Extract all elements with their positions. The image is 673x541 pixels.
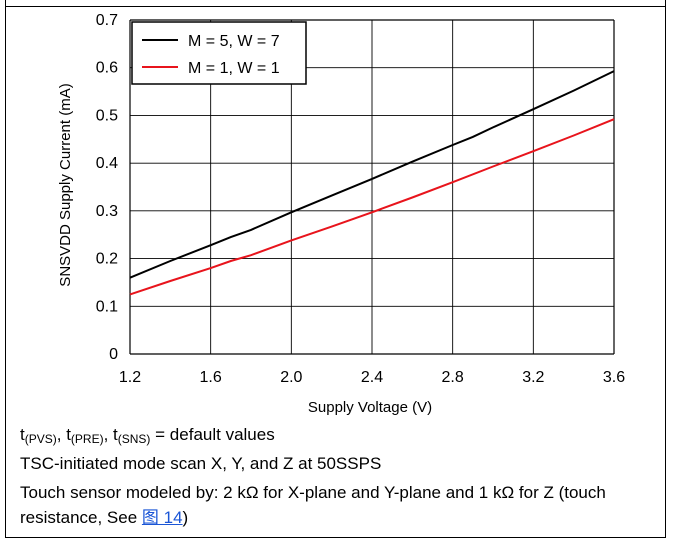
figure-top-rule (5, 6, 666, 7)
grid-lines (129, 19, 615, 355)
line-chart: M = 5, W = 7 M = 1, W = 1 1.2 1.6 2.0 2.4 2.8… (57, 12, 625, 416)
figure-notes: t(PVS), t(PRE), t(SNS) = default values … (20, 422, 660, 534)
figure-14-link[interactable]: 图 14 (141, 508, 183, 527)
y-tick-label: 0.6 (96, 60, 118, 77)
y-axis-title: SNSVDD Supply Current (mA) (57, 83, 74, 286)
figure-frame (5, 0, 666, 538)
legend-label: M = 1, W = 1 (188, 60, 280, 77)
y-tick-label: 0.7 (96, 12, 118, 29)
note-sub-pvs: (PVS) (24, 432, 57, 446)
note-scan-mode: TSC-initiated mode scan X, Y, and Z at 5… (20, 454, 382, 473)
x-tick-label: 2.8 (442, 369, 464, 386)
y-tick-label: 0.3 (96, 203, 118, 220)
note-touch-text: Touch sensor modeled by: 2 kΩ for X-plan… (20, 483, 606, 527)
y-tick-label: 0.5 (96, 107, 118, 124)
x-tick-label: 1.6 (200, 369, 222, 386)
x-tick-label: 1.2 (119, 369, 141, 386)
note-touch-sensor: Touch sensor modeled by: 2 kΩ for X-plan… (20, 480, 660, 530)
x-tick-label: 2.4 (361, 369, 383, 386)
legend: M = 5, W = 7 M = 1, W = 1 (131, 21, 307, 85)
series-line (129, 118, 615, 296)
y-tick-label: 0.1 (96, 298, 118, 315)
legend-box (131, 21, 307, 85)
note-t2: , t (56, 425, 71, 444)
tick-labels: 1.2 1.6 2.0 2.4 2.8 3.2 3.6 0 0.1 0.2 0.3 0.4 0.5 0.6… (96, 12, 625, 386)
y-tick-label: 0.2 (96, 251, 118, 268)
x-tick-label: 3.2 (522, 369, 544, 386)
note-t3: , t (103, 425, 118, 444)
note-sub-sns: (SNS) (117, 432, 151, 446)
note-default-values: = default values (150, 425, 275, 444)
series-line (129, 70, 615, 279)
note-t1: t (20, 425, 25, 444)
series-lines (129, 70, 615, 296)
note-sub-pre: (PRE) (70, 432, 104, 446)
x-tick-label: 3.6 (603, 369, 625, 386)
note-timing: t(PVS), t(PRE), t(SNS) = default values (20, 422, 660, 447)
legend-label: M = 5, W = 7 (188, 33, 280, 50)
x-tick-label: 2.0 (280, 369, 302, 386)
note-touch-end: ) (182, 508, 189, 527)
y-tick-label: 0.4 (96, 155, 118, 172)
x-axis-title: Supply Voltage (V) (308, 399, 432, 416)
y-tick-label: 0 (109, 346, 118, 363)
